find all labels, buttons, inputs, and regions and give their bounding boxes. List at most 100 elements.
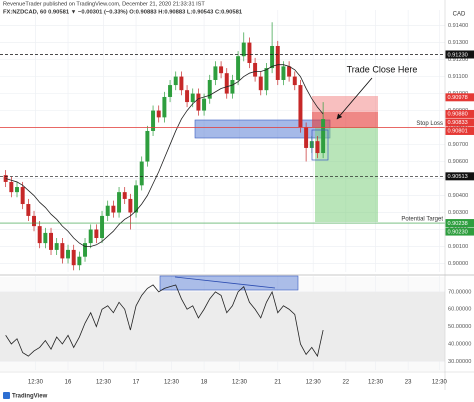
x-tick-label: 12:30: [432, 380, 448, 386]
y-tick-label: 0.90300: [448, 210, 468, 216]
price-label-box: [445, 172, 474, 181]
candle-body: [179, 76, 184, 91]
moving-average: [5, 64, 324, 247]
exit-box: [311, 129, 329, 161]
price-label: 0.90230: [448, 229, 468, 235]
header-title: RevenueTrader published on TradingView.c…: [3, 1, 205, 7]
candle-body: [9, 181, 14, 193]
candle-body: [3, 175, 8, 182]
candle-body: [253, 62, 258, 77]
y-tick-label: 0.90000: [448, 261, 468, 267]
candle-body: [32, 215, 36, 227]
y-tick-label: 0.90600: [448, 159, 468, 165]
candle-body: [20, 187, 25, 205]
x-tick-label: 16: [65, 380, 72, 386]
y-tick-label: 0.90700: [448, 142, 468, 148]
candle-body: [128, 198, 133, 213]
logo: [3, 392, 10, 399]
plot: [0, 22, 445, 358]
y-tick-label: 0.91400: [448, 23, 468, 29]
candle-body: [139, 161, 144, 186]
candle-body: [122, 192, 127, 199]
candle-body: [49, 232, 54, 250]
candle-body: [270, 45, 275, 69]
price-label: 0.90978: [448, 95, 468, 101]
header-subtitle: FX:NZDCAD, 60 0.90581 ▼ −0.00301 (−0.33%…: [3, 10, 243, 16]
candle-body: [117, 192, 122, 213]
candle-body: [43, 232, 48, 244]
candle-body: [37, 226, 42, 244]
candle-body: [60, 243, 65, 259]
candle-body: [315, 141, 320, 154]
candle-body: [321, 119, 326, 154]
candle-body: [304, 127, 309, 148]
x-tick-label: 21: [274, 380, 281, 386]
candle-body: [264, 68, 269, 91]
stop-zone: [312, 112, 378, 127]
currency: CAD: [453, 12, 466, 18]
price-label-box: [445, 93, 474, 102]
y-tick-label: 0.91300: [448, 40, 468, 46]
stop-zone-top: [312, 96, 378, 112]
target-zone: [315, 127, 378, 222]
candle-body: [241, 42, 246, 57]
candle-body: [202, 98, 207, 111]
candle-body: [224, 73, 229, 94]
candle-body: [94, 229, 99, 239]
candle-body: [219, 66, 224, 74]
candle-body: [281, 66, 286, 80]
candle-body: [71, 249, 76, 266]
arrow: [336, 77, 373, 120]
candle-body: [54, 243, 59, 250]
candle-body: [207, 79, 212, 99]
y-tick-label: 70.00000: [448, 289, 471, 295]
candle-body: [156, 110, 161, 118]
candle-body: [168, 85, 173, 97]
price-label-box: [445, 227, 474, 236]
x-tick-label: 22: [342, 380, 349, 386]
price-label: 0.90833: [448, 120, 468, 126]
oscillator-line: [5, 284, 324, 358]
level-text: Stop Loss: [416, 121, 443, 127]
y-tick-label: 40.00000: [448, 341, 471, 347]
candle-body: [105, 205, 110, 216]
candle-body: [66, 249, 71, 259]
candle-body: [173, 76, 178, 86]
position-zones: [159, 96, 378, 291]
price-label-box: [445, 50, 474, 59]
price-label-box: [445, 118, 474, 127]
level-text: Potential Target: [401, 217, 443, 223]
x-tick-label: 17: [133, 380, 140, 386]
y-tick-label: 50.00000: [448, 324, 471, 330]
candle-body: [196, 93, 201, 111]
x-tick-label: 12:30: [368, 380, 384, 386]
grid: 0.900000.901000.902000.903000.904000.905…: [0, 10, 471, 370]
candle-body: [26, 204, 31, 216]
candle-body: [292, 76, 297, 86]
candle-body: [100, 215, 105, 239]
price-label-box: [445, 126, 474, 135]
price-label: 0.90238: [448, 221, 468, 227]
candle-body: [151, 110, 156, 131]
y-tick-label: 0.90100: [448, 244, 468, 250]
candle-body: [298, 85, 303, 128]
x-tick-label: 12:30: [164, 380, 180, 386]
price-label: 0.91230: [448, 52, 468, 58]
price-label: 0.90880: [448, 112, 468, 118]
x-tick-label: 12:30: [96, 380, 112, 386]
source: TradingView: [12, 394, 48, 400]
candle-body: [83, 243, 88, 257]
band: [0, 291, 445, 362]
candle-body: [258, 76, 263, 91]
candle-body: [15, 187, 19, 193]
x-tick-label: 12:30: [232, 380, 248, 386]
candle-body: [247, 42, 252, 63]
annotation: Trade Close Here: [347, 64, 418, 74]
x-tick-label: 12:30: [306, 380, 322, 386]
y-tick-label: 0.91100: [448, 74, 468, 80]
x-tick-label: 18: [201, 380, 208, 386]
candle-body: [134, 185, 139, 213]
y-tick-label: 60.00000: [448, 307, 471, 313]
